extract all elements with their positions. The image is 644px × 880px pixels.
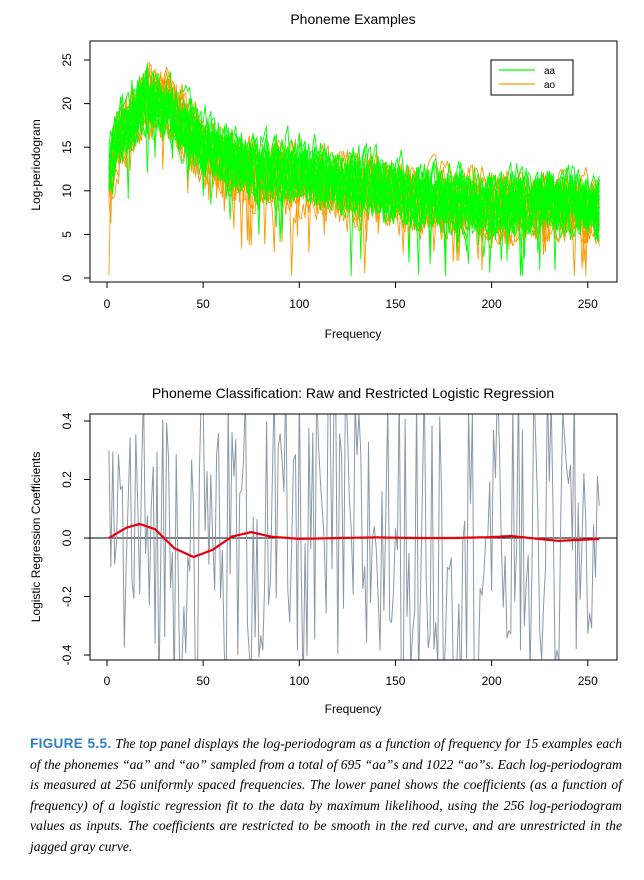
bottom-x-tick-label-100: 100 bbox=[289, 674, 309, 688]
top-x-tick-label-250: 250 bbox=[578, 297, 598, 311]
top-x-tick-label-200: 200 bbox=[482, 297, 502, 311]
bottom-y-tick-label-4: 0.4 bbox=[60, 412, 74, 429]
bottom-y-tick-label-0: -0.4 bbox=[60, 644, 74, 665]
restricted-coefficients-curve bbox=[108, 522, 600, 559]
bottom-y-tick-label-1: -0.2 bbox=[60, 586, 74, 607]
top-plot-frame bbox=[89, 40, 618, 283]
top-x-tick-label-50: 50 bbox=[196, 297, 210, 311]
bottom-y-tick-label-3: 0.2 bbox=[60, 471, 74, 488]
top-x-tick-label-100: 100 bbox=[289, 297, 309, 311]
bottom-x-tick-label-200: 200 bbox=[482, 674, 502, 688]
bottom-x-tick-label-0: 0 bbox=[104, 674, 111, 688]
top-y-axis-label: Log-periodogram bbox=[29, 119, 43, 210]
top-plot-area bbox=[108, 62, 600, 276]
figure-caption: FIGURE 5.5. The top panel displays the l… bbox=[30, 734, 622, 858]
top-y-tick-label-5: 5 bbox=[60, 231, 74, 238]
bottom-axes: 0 50 100 150 200 250 -0.4 -0.2 0.0 0.2 0.4 bbox=[60, 412, 598, 688]
top-series-ao-curve-15 bbox=[108, 84, 600, 246]
top-series-aa-curve-11 bbox=[108, 71, 600, 252]
caption-label: FIGURE 5.5. bbox=[30, 736, 112, 751]
top-series-aa-curve-14 bbox=[108, 85, 600, 237]
top-axes: 0 50 100 150 200 250 0 5 10 15 20 25 bbox=[60, 53, 598, 311]
raw-coefficients-curve bbox=[108, 414, 600, 660]
bottom-x-axis-label: Frequency bbox=[325, 702, 382, 716]
top-y-tick-label-15: 15 bbox=[60, 140, 74, 154]
bottom-x-tick-label-50: 50 bbox=[196, 674, 210, 688]
legend-box bbox=[490, 59, 574, 96]
bottom-panel: Phoneme Classification: Raw and Restrict… bbox=[29, 385, 618, 716]
top-chart-title: Phoneme Examples bbox=[290, 11, 415, 27]
top-y-tick-label-0: 0 bbox=[60, 274, 74, 281]
bottom-plot-area bbox=[90, 414, 617, 660]
top-y-tick-label-20: 20 bbox=[60, 97, 74, 111]
caption-text: The top panel displays the log-periodogr… bbox=[30, 736, 622, 854]
bottom-plot-clip bbox=[90, 414, 617, 660]
bottom-chart-title: Phoneme Classification: Raw and Restrict… bbox=[152, 385, 554, 401]
top-x-tick-label-0: 0 bbox=[104, 297, 111, 311]
figure-canvas: Phoneme Examples Log-periodogram Frequen… bbox=[29, 11, 618, 716]
legend-ao-label: ao bbox=[544, 80, 556, 91]
bottom-y-tick-label-2: 0.0 bbox=[60, 529, 74, 546]
bottom-plot-frame bbox=[89, 413, 618, 661]
top-legend: aa ao bbox=[490, 59, 574, 96]
top-x-axis-label: Frequency bbox=[325, 327, 382, 341]
bottom-x-tick-label-250: 250 bbox=[578, 674, 598, 688]
bottom-y-axis-label: Logistic Regression Coefficients bbox=[29, 452, 43, 623]
bottom-x-tick-label-150: 150 bbox=[385, 674, 405, 688]
top-y-tick-label-10: 10 bbox=[60, 184, 74, 198]
top-series-aa-curve-15 bbox=[108, 81, 600, 270]
top-x-tick-label-150: 150 bbox=[385, 297, 405, 311]
top-y-tick-label-25: 25 bbox=[60, 53, 74, 67]
legend-aa-label: aa bbox=[544, 66, 556, 77]
top-panel: Phoneme Examples Log-periodogram Frequen… bbox=[29, 11, 618, 341]
